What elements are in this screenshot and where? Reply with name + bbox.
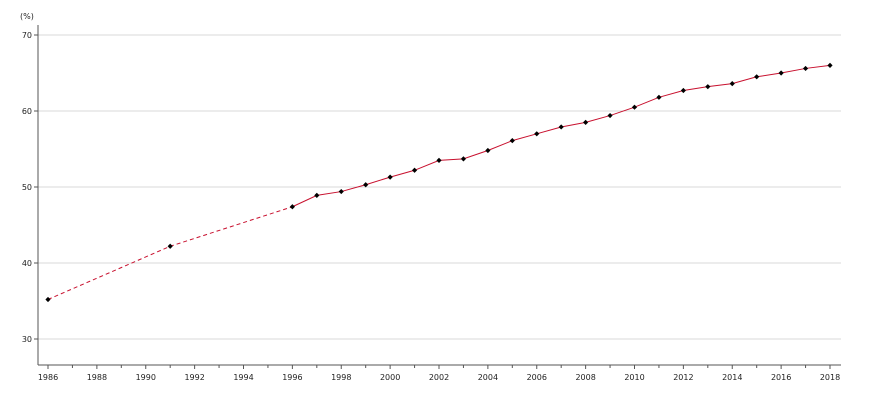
data-point-marker (656, 94, 662, 100)
data-point-marker (411, 167, 418, 173)
data-point-marker (460, 156, 467, 162)
axes (37, 25, 841, 366)
data-point-marker (754, 74, 760, 80)
data-point-marker (558, 124, 564, 130)
x-axis-ticks: 1986 1988 1990 1992 1994 1996 1998 2000 2002 2004… (38, 365, 840, 382)
x-tick-label: 2014 (722, 373, 742, 382)
x-tick-label: 2016 (771, 373, 791, 382)
x-tick-label: 1992 (184, 373, 204, 382)
data-point-marker (680, 87, 686, 94)
data-point-marker (338, 188, 344, 195)
y-axis-unit-label: (%) (20, 12, 34, 21)
data-point-marker (729, 81, 735, 87)
data-point-marker (167, 243, 173, 249)
x-tick-label: 2000 (380, 373, 400, 382)
x-tick-label: 2008 (575, 373, 595, 382)
data-point-marker (289, 204, 295, 210)
x-tick-label: 2018 (820, 373, 840, 382)
x-tick-label: 1988 (87, 373, 107, 382)
x-tick-label: 2012 (673, 373, 693, 382)
grid-lines (38, 34, 841, 340)
data-point-marker (314, 192, 320, 198)
data-point-marker (436, 157, 442, 163)
series-markers (45, 62, 833, 303)
data-point-marker (607, 112, 613, 119)
y-tick-label: 70 (22, 31, 32, 40)
y-tick-label: 30 (22, 335, 32, 344)
x-tick-label: 1994 (233, 373, 253, 382)
data-point-marker (778, 70, 784, 76)
data-point-marker (827, 62, 833, 68)
x-tick-label: 2002 (429, 373, 449, 382)
x-tick-label: 2006 (527, 373, 547, 382)
x-tick-label: 1998 (331, 373, 351, 382)
y-tick-label: 50 (22, 183, 32, 192)
series-line-solid (292, 64, 831, 208)
data-point-marker (387, 174, 393, 180)
x-tick-label: 1996 (282, 373, 302, 382)
x-tick-label: 1986 (38, 373, 58, 382)
x-tick-label: 2010 (624, 373, 644, 382)
data-point-marker (363, 182, 369, 188)
data-point-marker (45, 296, 51, 303)
data-point-marker (485, 147, 491, 154)
data-point-marker (583, 119, 589, 125)
x-tick-label: 1990 (136, 373, 156, 382)
data-point-marker (509, 138, 515, 144)
x-tick-label: 2004 (478, 373, 498, 382)
y-tick-label: 40 (22, 259, 32, 268)
series-lines (47, 64, 831, 300)
data-point-marker (705, 84, 711, 90)
y-axis-ticks: 30 40 50 60 70 (22, 31, 38, 344)
data-point-marker (802, 65, 809, 72)
data-point-marker (534, 131, 540, 137)
y-tick-label: 60 (22, 107, 32, 116)
series-line-dashed (47, 206, 293, 300)
data-point-marker (631, 104, 638, 110)
